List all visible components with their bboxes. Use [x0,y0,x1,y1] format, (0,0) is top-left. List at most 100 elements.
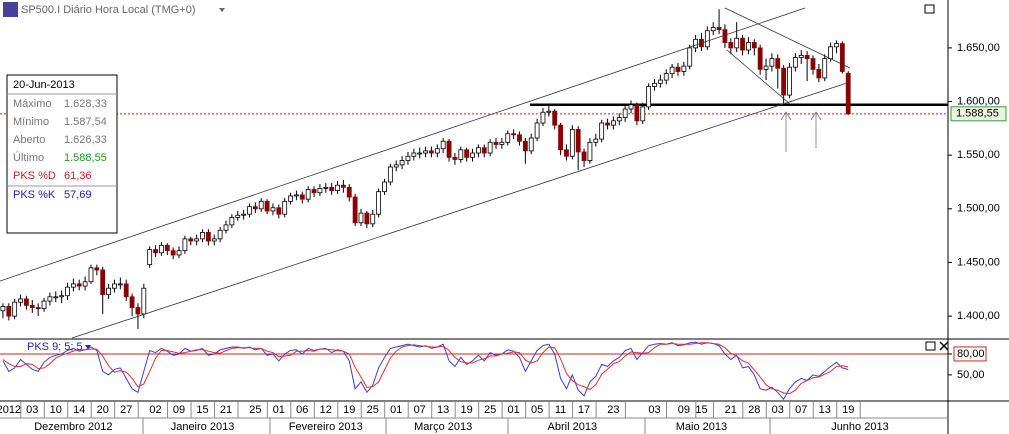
candle-body [616,117,622,122]
candle-body [787,66,792,96]
candle-body [792,57,798,68]
candle-body [599,122,605,140]
dropdown[interactable] [219,8,225,12]
candle-body [235,214,241,218]
candle-body [335,184,340,191]
x-tick-label: 11 [555,404,566,416]
candle-body [839,43,845,72]
close-button[interactable] [939,341,949,351]
info-label: Máximo [13,98,52,110]
x-tick-label: 25 [484,404,496,416]
candle-body [59,295,65,298]
drawings [0,7,851,339]
candle-body [440,140,446,150]
indicator-title: PKS 9; 5; 5 [27,341,83,353]
candle-body [141,287,147,315]
month-label: Janeiro 2013 [171,421,235,433]
x-tick-label: 13 [819,404,831,416]
candle-body [29,304,35,308]
candle-body [669,66,675,75]
candle-body [164,244,170,252]
month-label: Maio 2013 [676,421,727,433]
candle-body [763,65,769,70]
candle-body [493,141,499,145]
candle-body [487,141,493,154]
candle-body [0,306,6,312]
candle-body [816,68,822,79]
candle-body [593,138,599,143]
x-tick-label: 2012 [0,404,21,416]
candle-body [270,207,276,212]
x-tick-label: 03 [648,404,660,416]
y-tick-label: 1.450,00 [957,256,1000,268]
y-tick-label: 1.400,00 [957,310,1000,322]
candle-body [194,238,200,242]
info-label: Aberto [13,134,45,146]
candle-body [564,149,569,157]
candle-body [6,306,12,317]
x-tick-label: 06 [296,404,308,416]
x-tick-label: 21 [220,404,232,416]
candle-body [681,65,687,72]
candle-body [605,122,610,126]
x-tick-label: 28 [748,404,760,416]
candle-body [634,104,640,122]
candle-body [740,37,745,51]
dropdown[interactable] [85,345,91,349]
candle-body [65,286,70,297]
month-separators [142,418,771,434]
candle-body [288,195,293,202]
arrow [780,111,792,121]
candle-body [382,181,387,193]
maximize-button[interactable] [924,4,935,14]
info-label: PKS %K [13,189,56,201]
candle-body [828,46,834,60]
candle-body [558,124,563,151]
x-tick-label: 01 [507,404,519,416]
candle-body [223,224,229,231]
candle-body [458,149,464,160]
candle-body [211,238,217,242]
y-tick-label: 1.550,00 [957,149,1000,161]
candle-body [417,152,423,155]
candle-body [434,148,440,154]
candle-body [123,283,129,298]
candle-body [798,54,804,58]
month-label: Abril 2013 [548,421,598,433]
candle-body [769,58,775,67]
candle-body [305,189,311,200]
candle-body [581,151,587,161]
x-tick-label: 21 [725,404,737,416]
info-box [6,74,118,234]
candle-body [387,166,393,183]
candle-body [364,212,370,225]
candle-body [781,67,787,96]
candle-body [176,250,182,256]
candle-body [722,29,728,43]
candle-body [505,133,511,143]
candle-body [147,249,153,266]
info-value: 1.588,55 [64,152,107,164]
x-tick-label: 09 [678,404,690,416]
x-tick-label: 17 [578,404,590,416]
candle-body [106,287,111,296]
candle-body [258,200,264,210]
candle-body [522,140,528,152]
candle-body [153,249,158,254]
candle-body [112,283,117,289]
candle-body [12,301,18,317]
candle-body [393,164,399,168]
candle-body [640,106,646,122]
candle-body [728,42,734,49]
x-tick-label: 03 [26,404,38,416]
x-tick-label: 19 [343,404,355,416]
candle-body [24,298,29,306]
candle-body [100,269,106,296]
maximize-button[interactable] [925,341,936,351]
candle-body [247,206,252,215]
candle-body [182,238,188,252]
x-tick-label: 07 [795,404,807,416]
candle-body [135,307,141,315]
candle-body [411,152,417,157]
candle-body [746,42,751,51]
